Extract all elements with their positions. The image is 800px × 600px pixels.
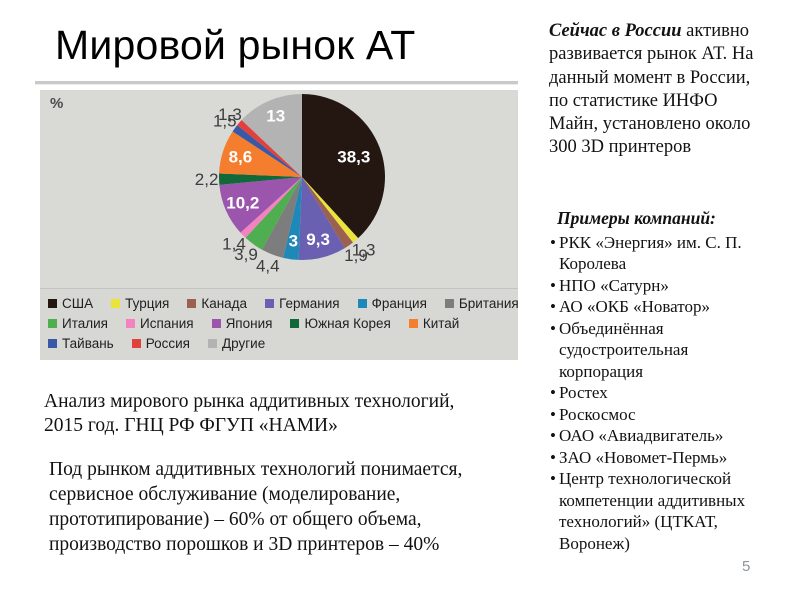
legend-item-Италия: Италия (48, 316, 108, 331)
legend-item-Япония: Япония (211, 316, 273, 331)
legend-label: Тайвань (62, 336, 114, 351)
chart-legend: США Турция Канада Германия Франция Британия Ит… (40, 288, 519, 360)
pie-slice-Тайвань (232, 125, 302, 177)
legend-label: Испания (139, 316, 194, 331)
legend-label: США (62, 296, 94, 311)
company-list-item: Роскосмос (550, 404, 798, 426)
legend-label: Россия (145, 336, 190, 351)
right-column: Сейчас в России активно развивается рыно… (544, 20, 798, 554)
legend-swatch-icon (208, 339, 217, 348)
legend-item-Россия: Россия (131, 336, 190, 351)
pie-label-Китай: 8,6 (229, 148, 253, 167)
legend-item-США: США (48, 296, 93, 311)
legend-swatch-icon (48, 299, 57, 308)
legend-swatch-icon (290, 319, 300, 328)
pie-label-США: 38,3 (337, 147, 370, 166)
definition-text: Под рынком аддитивных технологий понимае… (49, 459, 463, 555)
legend-swatch-icon (187, 299, 197, 308)
legend-label: Британия (458, 296, 519, 311)
legend-swatch-icon (125, 319, 135, 328)
legend-item-Испания: Испания (125, 316, 194, 331)
pie-slice-Южная Корея (218, 173, 302, 185)
company-list-item: НПО «Сатурн» (550, 275, 798, 297)
legend-swatch-icon (265, 299, 275, 308)
legend-label: Южная Корея (304, 316, 391, 331)
pie-label-Британия: 4,4 (256, 257, 280, 276)
companies-list: РКК «Энергия» им. С. П. КоролеваНПО «Сат… (544, 232, 798, 555)
pie-label-Испания: 1,4 (222, 235, 246, 254)
legend-label: Франция (371, 296, 427, 311)
pie-label-Россия: 1,3 (218, 105, 242, 124)
legend-row: Тайвань Россия Другие (48, 336, 514, 351)
pie-label-Франция: 3 (289, 232, 298, 251)
pie-label-Турция: 1,3 (352, 240, 376, 259)
page-number: 5 (742, 558, 751, 575)
pie-slice-Италия (245, 177, 302, 250)
pie-label-Италия: 3,9 (234, 245, 258, 264)
company-list-item: Ростех (550, 382, 798, 404)
company-list-item: Объединённая судостроительная корпорация (550, 318, 798, 383)
pie-slice-США (302, 94, 385, 239)
company-list-item: ОАО «Авиадвигатель» (550, 425, 798, 447)
pie-label-Другие: 13 (266, 107, 285, 126)
legend-item-Тайвань: Тайвань (48, 336, 114, 351)
pie-label-Япония: 10,2 (226, 194, 259, 213)
pie-label-Германия: 9,3 (306, 230, 330, 249)
title-divider (35, 81, 518, 85)
legend-swatch-icon (111, 299, 121, 308)
legend-item-Турция: Турция (111, 296, 169, 311)
legend-label: Канада (201, 296, 248, 311)
legend-swatch-icon (131, 339, 141, 348)
legend-swatch-icon (444, 299, 454, 308)
legend-swatch-icon (357, 299, 367, 308)
legend-label: Турция (125, 296, 170, 311)
legend-item-Германия: Германия (265, 296, 340, 311)
legend-item-Канада: Канада (187, 296, 247, 311)
legend-swatch-icon (48, 319, 57, 328)
pie-chart: 38,31,31,99,334,43,91,410,22,28,61,51,3 1… (195, 94, 385, 276)
legend-label: Китай (422, 316, 460, 331)
legend-label: Италия (62, 316, 108, 331)
legend-label: Германия (279, 296, 340, 311)
intro-rest: активно развивается рынок АТ. На данный … (549, 21, 754, 158)
legend-label: Япония (225, 316, 273, 331)
legend-item-Франция: Франция (357, 296, 427, 311)
pie-label-Южная Корея: 2,2 (195, 170, 219, 189)
pie-slice-Япония (219, 177, 302, 233)
legend-row: США Турция Канада Германия Франция Британия (48, 296, 519, 311)
pie-slice-Франция (283, 177, 302, 260)
intro-lead: Сейчас в России (549, 21, 682, 41)
legend-label: Другие (222, 336, 266, 351)
company-list-item: РКК «Энергия» им. С. П. Королева (550, 232, 798, 275)
legend-item-Южная Корея: Южная Корея (290, 316, 391, 331)
legend-swatch-icon (211, 319, 221, 328)
legend-item-Британия: Британия (444, 296, 519, 311)
pie-slice-Испания (240, 177, 302, 238)
examples-title: Примеры компаний: (557, 207, 716, 228)
legend-swatch-icon (48, 339, 57, 348)
pie-label-Тайвань: 1,5 (213, 111, 237, 130)
legend-item-Другие: Другие (208, 336, 265, 351)
pie-slice-Турция (302, 177, 359, 243)
legend-item-Китай: Китай (408, 316, 460, 331)
pie-slice-Россия (237, 120, 302, 177)
intro-paragraph: Сейчас в России активно развивается рыно… (544, 20, 798, 160)
source-text: Анализ мирового рынка аддитивных техноло… (44, 391, 455, 436)
pie-slice-Британия (261, 177, 302, 258)
pie-chart-panel: % 38,3 1,3 1,9 9,3 3 4,4 3,9 1,4 10,2 2,2 8,6 1,5 1,… (40, 90, 519, 360)
pie-slice-Другие (241, 94, 302, 177)
company-list-item: ЗАО «Новомет-Пермь» (550, 447, 798, 469)
slide-title: Мировой рынок АТ (55, 22, 416, 68)
company-list-item: АО «ОКБ «Новатор» (550, 296, 798, 318)
company-list-item: Центр технологической компетенции аддити… (550, 468, 798, 554)
pie-label-Канада: 1,9 (344, 246, 368, 265)
legend-row: Италия Испания Япония Южная Корея Китай (48, 316, 514, 331)
legend-swatch-icon (408, 319, 418, 328)
pie-slice-Германия (298, 177, 345, 260)
pie-slice-Китай (219, 131, 302, 177)
pie-slice-Канада (302, 177, 353, 249)
chart-unit-label: % (50, 95, 64, 112)
